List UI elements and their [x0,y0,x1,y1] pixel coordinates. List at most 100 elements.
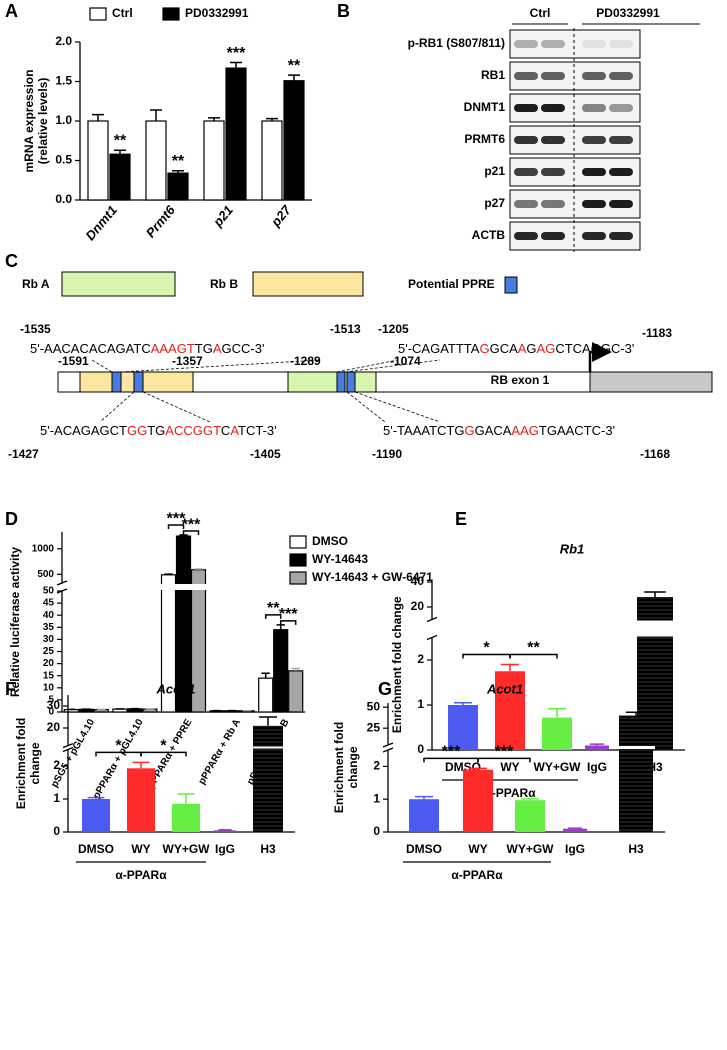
connectors [91,359,441,423]
band [582,104,606,112]
y-tick-label: 40 [411,574,425,588]
blot-box [509,29,641,59]
error-bar [208,117,220,121]
bar [288,670,304,713]
y-axis-label: mRNA expression [22,70,36,173]
sequence-part: G [526,341,536,356]
break-gap [635,620,675,637]
y-axis-label: Relative luciferase activity [8,547,22,697]
significance-label: *** [442,744,461,761]
sequence-part: CTCAGGC-3' [555,341,634,356]
ppre [111,371,122,393]
band [514,168,538,176]
y-tick-label: 0 [417,742,424,756]
axis-break [62,746,74,753]
sequence-part: GACA [475,423,512,438]
error-bar [261,672,270,679]
bar [82,799,110,832]
sequence-part: GCC-3' [222,341,265,356]
legend-swatch [289,571,307,585]
position-label: -1168 [640,447,670,461]
significance-bracket [477,757,531,763]
band [609,104,633,112]
y-tick-label: 25 [43,646,55,657]
band [609,136,633,144]
sequence-part: GG [127,423,147,438]
y-tick-label: 2.0 [55,34,72,48]
error-bar [521,798,539,801]
band [514,40,538,48]
band [514,104,538,112]
sequence-part: 5'-CAGATTTA [398,341,480,356]
significance-label: *** [167,510,186,527]
y-tick-label: 35 [43,622,55,633]
x-tick-label: pPPARα + Rb A [197,717,243,786]
position-label: -1405 [250,447,281,461]
error-bar [644,591,666,597]
bar [283,80,305,201]
exon-label: RB exon 1 [491,373,550,387]
legend-label: Rb A [22,277,50,291]
y-axis-label: change [28,742,42,784]
group-label: α-PPARα [451,868,503,882]
error-bar [469,767,487,770]
break-gap [617,746,655,749]
sequence-part: AG [537,341,556,356]
error-bar [259,716,277,726]
band [582,40,606,48]
tss-arrow [588,342,612,372]
position-label: -1535 [20,322,51,336]
error-bar [218,828,232,831]
x-tick-label: IgG [565,842,585,856]
sequence-part: AAAGT [151,341,195,356]
bar [253,725,283,832]
sequence-part: 5'-ACAGAGCT [40,423,127,438]
panel-letter: E [455,509,467,529]
significance-label: * [483,640,490,657]
row-label: ACTB [472,228,506,242]
error-bar [150,109,162,121]
band [582,72,606,80]
x-tick-label: p27 [267,202,294,230]
y-tick-label: 30 [47,698,61,712]
y-tick-label: 20 [411,599,425,613]
x-tick-label: Prmt6 [143,202,179,240]
position-label: -1427 [8,447,39,461]
region-rb-a [287,371,377,393]
x-tick-label: WY+GW [163,842,211,856]
error-bar [454,702,472,705]
legend-label: Ctrl [112,6,133,20]
error-bar [132,761,150,769]
position-label: -1289 [290,354,321,368]
row-label: PRMT6 [464,132,505,146]
bar [542,717,572,750]
x-tick-label: Dnmt1 [82,202,119,243]
band [541,232,565,240]
y-tick-label: 0 [373,824,380,838]
x-tick-label: p21 [209,202,236,230]
error-bar [567,827,583,829]
x-tick-label: DMSO [78,842,114,856]
chart-title: Acox1 [155,681,195,696]
group-label: α-PPARα [115,868,167,882]
band [541,72,565,80]
bar [127,768,155,832]
position-label: -1074 [390,354,421,368]
sequence-part: TCT-3' [238,423,277,438]
x-tick-label: WY+GW [507,842,555,856]
band [541,200,565,208]
row-label: p27 [484,196,505,210]
x-tick-label: H3 [260,842,276,856]
error-bar [230,61,242,69]
bar [409,799,439,832]
y-tick-label: 15 [43,670,55,681]
position-label: -1513 [330,322,361,336]
sequence-part: TG [147,423,165,438]
y-tick-label: 5 [48,695,54,706]
significance-bracket [182,530,200,536]
legend-swatch [289,535,307,549]
bar [515,800,545,832]
error-bar [501,663,519,672]
significance-label: * [115,738,122,755]
